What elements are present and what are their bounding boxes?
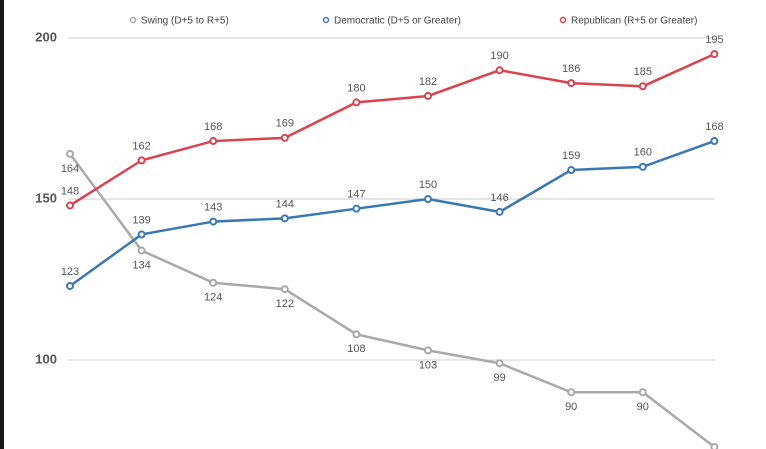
point bbox=[424, 91, 432, 100]
data-label: 159 bbox=[562, 150, 580, 162]
point bbox=[66, 201, 74, 210]
data-label: 103 bbox=[419, 359, 437, 371]
point bbox=[280, 214, 289, 223]
y-tick-label: 150 bbox=[35, 190, 57, 205]
data-label: 139 bbox=[132, 214, 150, 226]
series-line bbox=[69, 52, 715, 207]
point bbox=[567, 388, 576, 397]
data-label: 182 bbox=[419, 76, 437, 88]
point bbox=[495, 66, 504, 75]
data-label: 169 bbox=[276, 118, 294, 130]
point bbox=[66, 149, 74, 158]
data-label: 124 bbox=[204, 292, 222, 304]
data-label: 134 bbox=[132, 259, 150, 271]
data-label: 123 bbox=[61, 266, 79, 278]
point bbox=[638, 388, 647, 397]
data-label: 143 bbox=[204, 201, 222, 213]
point bbox=[710, 137, 719, 146]
point bbox=[424, 195, 432, 204]
point bbox=[66, 281, 74, 290]
point bbox=[495, 207, 504, 216]
legend-label: Republican (R+5 or Greater) bbox=[571, 16, 697, 27]
data-label: 190 bbox=[490, 50, 508, 62]
point bbox=[137, 230, 146, 239]
point bbox=[710, 443, 719, 449]
data-label: 147 bbox=[347, 189, 365, 201]
data-label: 108 bbox=[347, 343, 365, 355]
data-label: 146 bbox=[490, 192, 508, 204]
point bbox=[209, 278, 218, 287]
y-tick-label: 200 bbox=[35, 29, 57, 44]
point bbox=[638, 162, 647, 171]
legend-marker bbox=[129, 16, 137, 24]
point bbox=[137, 246, 146, 255]
data-label: 122 bbox=[276, 298, 294, 310]
point bbox=[209, 217, 218, 226]
point bbox=[352, 204, 361, 213]
data-label: 90 bbox=[637, 401, 649, 413]
left-border bbox=[0, 0, 4, 449]
point bbox=[424, 346, 432, 355]
legend-marker bbox=[559, 16, 567, 24]
point bbox=[710, 50, 719, 59]
data-label: 168 bbox=[705, 121, 723, 133]
data-label: 90 bbox=[565, 401, 577, 413]
data-label: 160 bbox=[634, 147, 652, 159]
point bbox=[352, 98, 361, 107]
point bbox=[352, 330, 361, 339]
series-line bbox=[68, 153, 716, 448]
legend-label: Swing (D+5 to R+5) bbox=[141, 16, 229, 27]
data-label: 164 bbox=[61, 163, 79, 175]
data-label: 185 bbox=[634, 66, 652, 78]
point bbox=[280, 133, 289, 142]
data-label: 180 bbox=[347, 82, 365, 94]
legend-marker bbox=[322, 16, 330, 24]
point bbox=[567, 166, 576, 175]
point bbox=[209, 137, 218, 146]
point bbox=[137, 156, 146, 165]
data-label: 99 bbox=[493, 372, 505, 384]
y-tick-label: 100 bbox=[35, 351, 57, 366]
legend-label: Democratic (D+5 or Greater) bbox=[334, 16, 461, 27]
data-label: 168 bbox=[204, 121, 222, 133]
series-line bbox=[69, 139, 715, 287]
data-label: 186 bbox=[562, 63, 580, 75]
data-label: 195 bbox=[705, 34, 723, 46]
point bbox=[567, 79, 576, 88]
data-label: 148 bbox=[61, 185, 79, 197]
data-label: 144 bbox=[276, 198, 294, 210]
data-label: 162 bbox=[132, 140, 150, 152]
point bbox=[495, 359, 504, 368]
point bbox=[638, 82, 647, 91]
point bbox=[280, 285, 289, 294]
data-label: 150 bbox=[419, 179, 437, 191]
